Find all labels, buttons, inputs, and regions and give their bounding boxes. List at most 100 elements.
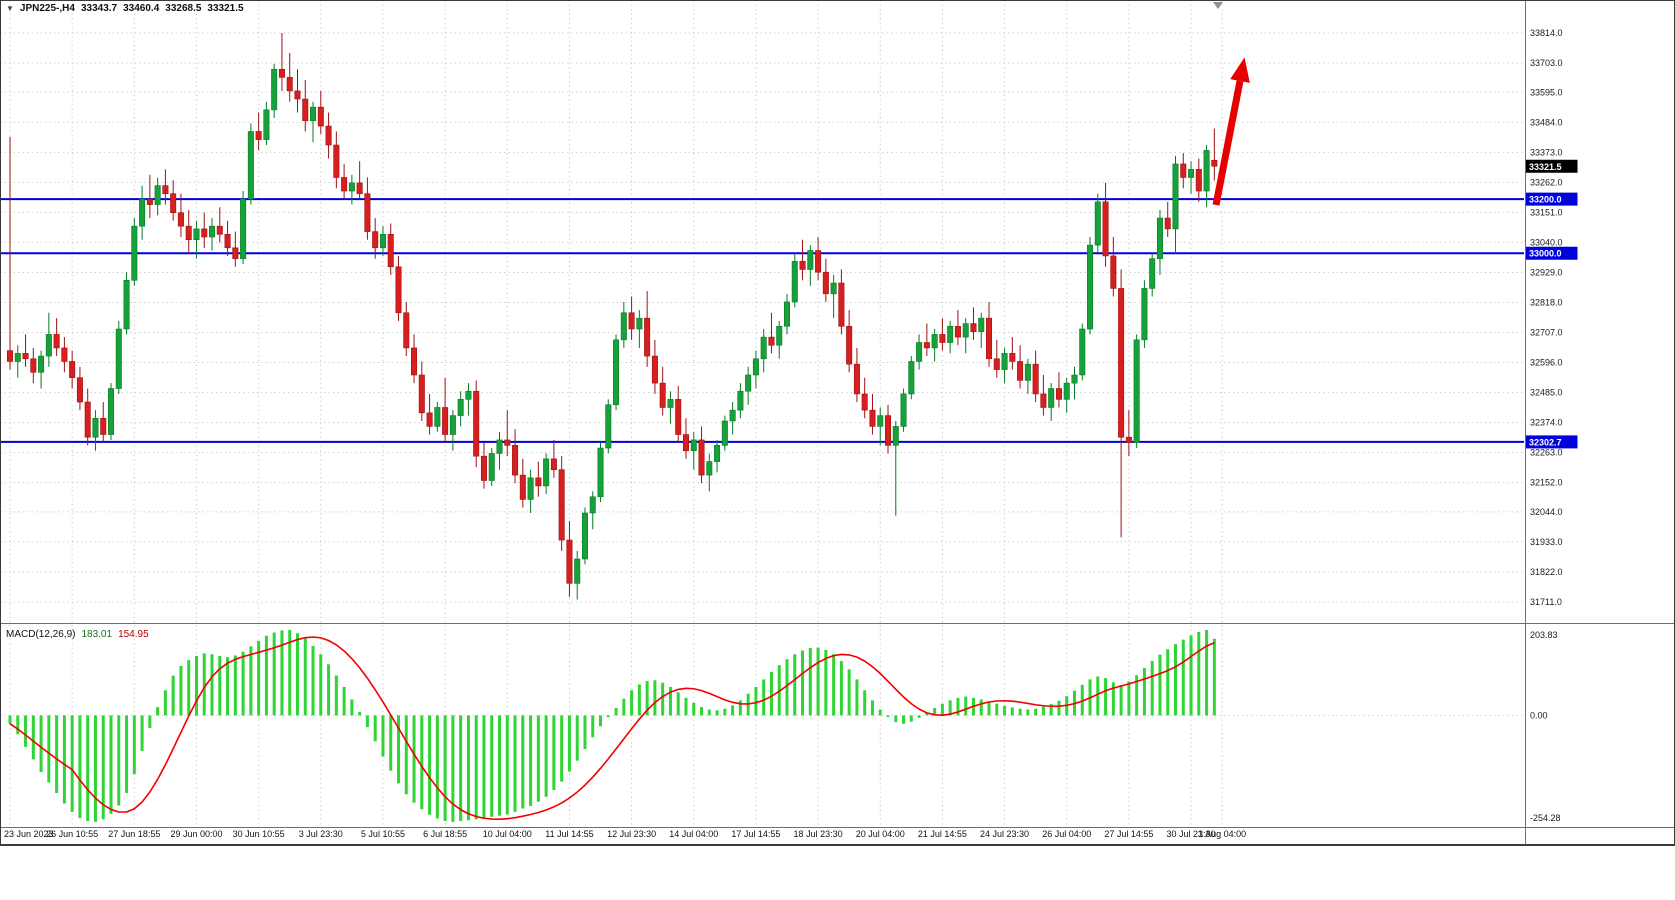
candle-body [1164,217,1171,230]
candle-body [45,334,52,357]
candle-body [480,455,487,481]
candle-body [1040,393,1047,408]
candle-body [131,225,138,281]
candle-body [535,477,542,487]
candle-body [877,415,884,427]
hline-price-badge [1525,192,1578,206]
candle-body [411,347,418,376]
macd-axis-label: 0.00 [1530,710,1548,720]
candle-body [822,271,829,295]
candle-body [263,109,270,140]
candle-body [791,261,798,303]
candle-body [776,325,783,346]
candle-body [1133,339,1140,443]
candle-body [923,342,930,349]
macd-axis[interactable] [1525,625,1675,827]
candle-body [721,420,728,446]
symbol-timeframe-label: JPN225-,H4 [19,3,75,14]
time-axis-label: 17 Jul 14:55 [731,829,781,839]
candle-body [690,439,697,452]
candle-body [558,469,565,541]
candle-body [543,458,550,487]
candle-body [247,131,254,200]
candle-body [278,68,285,78]
candle-body [729,409,736,422]
candle-body [682,434,689,452]
candle-body [861,393,868,411]
candle-body [22,353,29,360]
time-axis-label: 5 Jul 10:55 [360,829,405,839]
candle-body [869,409,876,427]
candle-body [185,225,192,241]
price-axis-label: 31711.0 [1530,597,1562,607]
candle-body [908,361,915,395]
macd-panel-canvas[interactable]: 203.83 0.00 -254.28 [0,625,1675,827]
candle-body [201,228,208,238]
candle-body [139,198,146,227]
candle-body [1156,217,1163,259]
candle-body [403,312,410,349]
candle-body [100,417,107,435]
candle-body [1188,169,1195,178]
macd-axis-label: 203.83 [1530,630,1558,640]
candle-body [465,390,472,400]
price-axis-label: 32152.0 [1530,478,1563,488]
candle-body [333,144,340,178]
candle-body [177,212,184,227]
price-axis[interactable] [1525,0,1675,623]
candle-body [1102,201,1109,257]
candle-body [698,439,705,476]
candle-body [760,336,767,360]
hline-price-badge-label: 32302.7 [1529,437,1562,447]
price-chart-canvas[interactable]: 33814.0 33703.0 33595.0 33484.0 33373.0 33262… [0,0,1675,624]
candle-body [931,334,938,349]
trend-arrow-head[interactable] [1230,57,1250,83]
candle-body [993,358,1000,370]
time-axis-label: 3 Jul 23:30 [298,829,343,839]
candle-body [954,325,961,338]
time-axis-label: 27 Jul 14:55 [1104,829,1154,839]
trend-arrow-shaft[interactable] [1212,80,1244,206]
time-axis-label: 14 Jul 04:00 [669,829,719,839]
time-axis-label: 30 Jun 10:55 [232,829,285,839]
candle-body [496,439,503,454]
low-value: 33268.5 [165,3,202,14]
candle-body [76,377,83,403]
price-axis-label: 32818.0 [1530,297,1563,307]
candle-body [830,282,837,295]
candle-body [372,231,379,249]
panel-separator[interactable] [0,623,1675,624]
symbol-dropdown-icon[interactable]: ▼ [6,3,14,13]
hline-price-badge [1525,435,1578,449]
candle-body [1001,353,1008,370]
candle-body [962,323,969,338]
candle-body [504,439,511,446]
price-axis-label: 32707.0 [1530,328,1563,338]
time-axis-label: 24 Jul 23:30 [980,829,1030,839]
candle-body [302,98,309,121]
time-axis[interactable]: 23 Jun 2023 26 Jun 10:55 27 Jun 18:55 29 Ju… [0,829,1675,844]
candle-body [752,358,759,376]
candle-body [807,250,814,270]
candle-body [853,363,860,395]
candle-body [108,388,115,435]
candle-body [449,415,456,435]
candle-body [597,447,604,498]
candle-body [146,198,153,205]
price-axis-label: 33814.0 [1530,28,1563,38]
time-axis-label: 10 Jul 04:00 [482,829,532,839]
chart-shift-marker[interactable] [1213,2,1223,9]
candle-body [628,312,635,330]
candle-body [348,182,355,192]
price-axis-label: 32374.0 [1530,418,1563,428]
candle-body [271,68,278,111]
candle-body [783,301,790,327]
macd-signal-current-value: 154.95 [118,629,149,640]
candle-body [605,404,612,449]
time-axis-label: 12 Jul 23:30 [607,829,657,839]
candle-body [620,312,627,341]
price-axis-label: 33373.0 [1530,147,1563,157]
candle-body [1024,363,1031,381]
candle-body [1211,159,1218,167]
candle-body [310,106,317,121]
